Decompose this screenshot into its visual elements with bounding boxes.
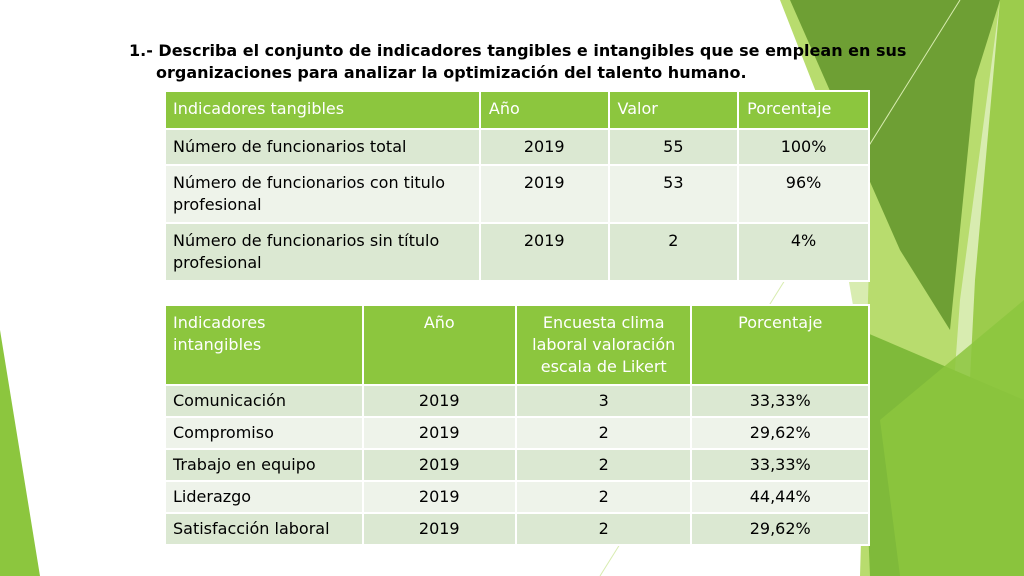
- table-row: Número de funcionarios con titulo profes…: [164, 164, 870, 224]
- header-indicator: Indicadores intangibles: [164, 304, 364, 386]
- cell-year: 2019: [478, 164, 610, 224]
- cell-score: 2: [514, 512, 693, 546]
- table-row: Comunicación 2019 3 33,33%: [164, 384, 870, 418]
- right-bottom-accent-shape: [880, 300, 1024, 576]
- cell-indicator: Satisfacción laboral: [164, 512, 364, 546]
- slide-title: 1.- Describa el conjunto de indicadores …: [129, 40, 920, 84]
- header-percentage: Porcentaje: [690, 304, 870, 386]
- cell-year: 2019: [478, 128, 610, 166]
- table-row: Número de funcionarios sin título profes…: [164, 222, 870, 282]
- cell-year: 2019: [361, 448, 517, 482]
- header-year: Año: [478, 90, 610, 130]
- cell-value: 53: [607, 164, 740, 224]
- cell-value: 55: [607, 128, 740, 166]
- cell-score: 2: [514, 480, 693, 514]
- cell-indicator: Trabajo en equipo: [164, 448, 364, 482]
- cell-percentage: 4%: [737, 222, 870, 282]
- cell-indicator: Liderazgo: [164, 480, 364, 514]
- header-indicator: Indicadores tangibles: [164, 90, 481, 130]
- cell-percentage: 33,33%: [690, 384, 870, 418]
- header-year: Año: [361, 304, 517, 386]
- cell-indicator: Número de funcionarios sin título profes…: [164, 222, 481, 282]
- title-line-1: 1.- Describa el conjunto de indicadores …: [129, 41, 907, 60]
- cell-score: 2: [514, 416, 693, 450]
- cell-percentage: 29,62%: [690, 416, 870, 450]
- header-percentage: Porcentaje: [737, 90, 870, 130]
- cell-percentage: 33,33%: [690, 448, 870, 482]
- cell-percentage: 29,62%: [690, 512, 870, 546]
- cell-indicator: Número de funcionarios total: [164, 128, 481, 166]
- cell-percentage: 100%: [737, 128, 870, 166]
- table-row: Número de funcionarios total 2019 55 100…: [164, 128, 870, 166]
- cell-indicator: Número de funcionarios con titulo profes…: [164, 164, 481, 224]
- cell-indicator: Compromiso: [164, 416, 364, 450]
- table-header-row: Indicadores tangibles Año Valor Porcenta…: [164, 90, 870, 130]
- cell-year: 2019: [478, 222, 610, 282]
- header-value: Valor: [607, 90, 740, 130]
- table-row: Liderazgo 2019 2 44,44%: [164, 480, 870, 514]
- cell-year: 2019: [361, 512, 517, 546]
- table-header-row: Indicadores intangibles Año Encuesta cli…: [164, 304, 870, 386]
- intangible-indicators-table: Indicadores intangibles Año Encuesta cli…: [164, 304, 870, 546]
- cell-indicator: Comunicación: [164, 384, 364, 418]
- cell-year: 2019: [361, 480, 517, 514]
- right-dark-shape: [790, 0, 1000, 330]
- tangible-indicators-table: Indicadores tangibles Año Valor Porcenta…: [164, 90, 870, 282]
- title-line-2: organizaciones para analizar la optimiza…: [156, 63, 747, 82]
- cell-score: 3: [514, 384, 693, 418]
- header-survey: Encuesta clima laboral valoración escala…: [514, 304, 693, 386]
- cell-year: 2019: [361, 384, 517, 418]
- table-row: Satisfacción laboral 2019 2 29,62%: [164, 512, 870, 546]
- table-row: Compromiso 2019 2 29,62%: [164, 416, 870, 450]
- cell-score: 2: [514, 448, 693, 482]
- cell-year: 2019: [361, 416, 517, 450]
- cell-percentage: 44,44%: [690, 480, 870, 514]
- left-green-shape: [0, 330, 40, 576]
- cell-percentage: 96%: [737, 164, 870, 224]
- table-row: Trabajo en equipo 2019 2 33,33%: [164, 448, 870, 482]
- cell-value: 2: [607, 222, 740, 282]
